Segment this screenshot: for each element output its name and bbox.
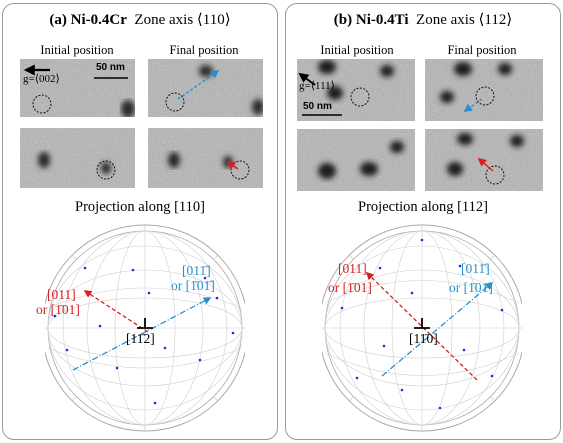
projection-title-a: Projection along [110] <box>75 199 205 215</box>
panel-a-material: Ni-0.4Cr <box>70 12 127 28</box>
blue-direction-label-a-2: or [1̄01̄] <box>171 278 215 293</box>
panel-a: (a) Ni-0.4Cr Zone axis ⟨110⟩ Initial pos… <box>2 3 278 440</box>
g-vector-label-b: g=⟨111⟩ <box>299 80 335 92</box>
scale-bar-label-b: 50 nm <box>303 101 332 112</box>
blue-direction-label-b-2: or [1̄01̄] <box>449 280 493 295</box>
center-axis-label-a: [11̄2] <box>126 331 155 346</box>
tem-image-a-final-1 <box>148 59 263 117</box>
stereographic-projection-a <box>45 224 245 432</box>
red-direction-label-b-2: or [1̄01] <box>328 280 372 295</box>
panel-a-title: (a) Ni-0.4Cr Zone axis ⟨110⟩ <box>3 10 277 29</box>
panel-a-final-label: Final position <box>169 43 239 57</box>
panel-a-initial-label: Initial position <box>40 43 114 57</box>
blue-direction-label-a-1: [011̄] <box>182 263 211 278</box>
tem-image-b-final-2 <box>425 129 543 191</box>
tem-image-b-initial-1: g=⟨111⟩ 50 nm <box>297 59 415 121</box>
panel-b-title: (b) Ni-0.4Ti Zone axis ⟨112⟩ <box>286 10 560 29</box>
stereographic-projection-b <box>322 224 522 432</box>
tem-image-a-final-2 <box>148 128 263 188</box>
center-axis-label-b: [11̄0] <box>409 331 438 346</box>
tem-image-a-initial-1: g=⟨002⟩ 50 nm <box>20 59 135 117</box>
projection-title-b: Projection along [112] <box>358 199 488 215</box>
panel-b-zone-axis: Zone axis ⟨112⟩ <box>416 12 513 28</box>
panel-b-material: Ni-0.4Ti <box>355 12 409 28</box>
panel-a-zone-axis: Zone axis ⟨110⟩ <box>134 12 231 28</box>
red-direction-label-a-2: or [1̄01] <box>36 302 80 317</box>
panel-a-label: (a) <box>49 12 67 28</box>
blue-direction-label-b-1: [011̄] <box>461 261 490 276</box>
tem-image-b-final-1 <box>425 59 543 121</box>
panel-b-initial-label: Initial position <box>320 43 394 57</box>
tem-image-a-initial-2 <box>20 128 135 188</box>
scale-bar-label-a: 50 nm <box>96 62 125 73</box>
g-vector-label-a: g=⟨002⟩ <box>23 73 60 85</box>
tem-image-b-initial-2 <box>297 129 415 191</box>
red-direction-label-a-1: [011] <box>47 287 76 302</box>
panel-b-label: (b) <box>333 12 353 28</box>
red-direction-label-b-1: [011] <box>338 261 367 276</box>
panel-b: (b) Ni-0.4Ti Zone axis ⟨112⟩ Initial pos… <box>285 3 561 440</box>
panel-b-final-label: Final position <box>447 43 517 57</box>
